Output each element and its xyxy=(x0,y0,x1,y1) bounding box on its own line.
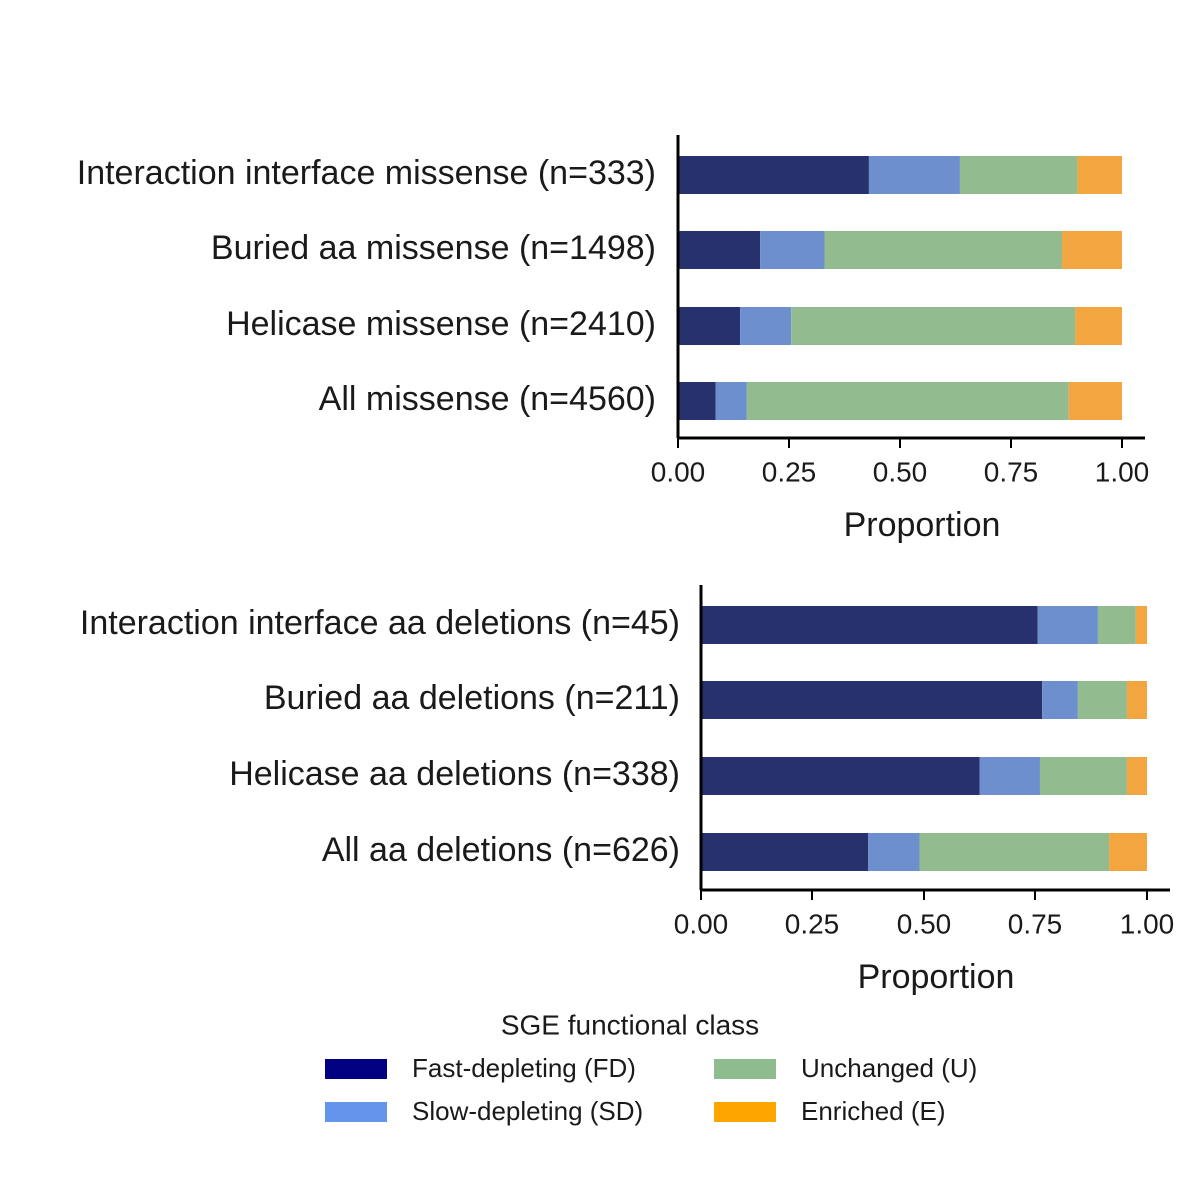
enriched-segment xyxy=(1077,156,1122,194)
legend-title: SGE functional class xyxy=(501,1009,759,1040)
category-labels: Interaction interface missense (n=333) B… xyxy=(77,154,656,418)
x-tick-label: 0.50 xyxy=(873,456,928,487)
fast-depleting-segment xyxy=(678,231,761,269)
fast-depleting-segment xyxy=(701,757,980,795)
x-tick-label: 0.00 xyxy=(674,908,729,939)
fast-depleting-segment xyxy=(678,382,716,420)
x-tick-label: 0.25 xyxy=(762,456,817,487)
legend-label: Slow-depleting (SD) xyxy=(412,1096,643,1126)
x-tick-label: 0.75 xyxy=(984,456,1039,487)
category-label: Interaction interface aa deletions (n=45… xyxy=(80,604,680,642)
legend-item-fast-depleting: Fast-depleting (FD) xyxy=(325,1053,636,1083)
category-label: Buried aa missense (n=1498) xyxy=(211,229,656,267)
missense-panel: Interaction interface missense (n=333) B… xyxy=(77,135,1150,544)
category-labels: Interaction interface aa deletions (n=45… xyxy=(80,604,680,869)
enriched-segment xyxy=(1068,382,1122,420)
x-axis-title: Proportion xyxy=(844,506,1001,544)
x-tick-label: 0.25 xyxy=(785,908,840,939)
x-axis-ticks xyxy=(677,438,1123,448)
unchanged-segment xyxy=(1077,681,1127,719)
enriched-segment xyxy=(1126,681,1147,719)
fast-depleting-segment xyxy=(678,307,741,345)
legend-item-slow-depleting: Slow-depleting (SD) xyxy=(325,1096,643,1126)
enriched-segment xyxy=(1075,307,1122,345)
enriched-segment xyxy=(1126,757,1147,795)
unchanged-segment xyxy=(791,307,1076,345)
category-label: Buried aa deletions (n=211) xyxy=(264,679,680,717)
legend-swatch xyxy=(714,1059,776,1079)
x-axis-title: Proportion xyxy=(858,958,1015,996)
unchanged-segment xyxy=(959,156,1078,194)
fast-depleting-segment xyxy=(701,606,1038,644)
bars xyxy=(701,606,1147,871)
legend: SGE functional class Fast-depleting (FD)… xyxy=(325,1009,977,1126)
category-label: All missense (n=4560) xyxy=(319,380,656,418)
x-tick-label: 1.00 xyxy=(1120,908,1175,939)
enriched-segment xyxy=(1135,606,1147,644)
x-tick-labels: 0.00 0.25 0.50 0.75 1.00 xyxy=(651,456,1150,487)
legend-label: Enriched (E) xyxy=(801,1096,946,1126)
unchanged-segment xyxy=(1097,606,1136,644)
category-label: Helicase missense (n=2410) xyxy=(226,305,656,343)
bars xyxy=(678,156,1122,420)
unchanged-segment xyxy=(824,231,1063,269)
x-tick-label: 0.75 xyxy=(1008,908,1063,939)
legend-swatch xyxy=(325,1059,387,1079)
slow-depleting-segment xyxy=(715,382,747,420)
enriched-segment xyxy=(1062,231,1122,269)
x-tick-label: 0.50 xyxy=(897,908,952,939)
x-tick-label: 0.00 xyxy=(651,456,706,487)
fast-depleting-segment xyxy=(701,833,869,871)
slow-depleting-segment xyxy=(979,757,1040,795)
legend-label: Unchanged (U) xyxy=(801,1053,977,1083)
fast-depleting-segment xyxy=(678,156,869,194)
legend-item-enriched: Enriched (E) xyxy=(714,1096,946,1126)
unchanged-segment xyxy=(746,382,1069,420)
x-tick-label: 1.00 xyxy=(1095,456,1150,487)
slow-depleting-segment xyxy=(868,156,960,194)
category-label: Interaction interface missense (n=333) xyxy=(77,154,656,192)
unchanged-segment xyxy=(1039,757,1127,795)
slow-depleting-segment xyxy=(760,231,825,269)
fast-depleting-segment xyxy=(701,681,1043,719)
legend-label: Fast-depleting (FD) xyxy=(412,1053,636,1083)
legend-item-unchanged: Unchanged (U) xyxy=(714,1053,977,1083)
slow-depleting-segment xyxy=(740,307,792,345)
slow-depleting-segment xyxy=(1037,606,1098,644)
legend-swatch xyxy=(714,1102,776,1122)
deletions-panel: Interaction interface aa deletions (n=45… xyxy=(80,585,1174,996)
x-tick-labels: 0.00 0.25 0.50 0.75 1.00 xyxy=(674,908,1175,939)
x-axis-ticks xyxy=(700,890,1148,900)
slow-depleting-segment xyxy=(868,833,920,871)
enriched-segment xyxy=(1109,833,1147,871)
unchanged-segment xyxy=(919,833,1110,871)
slow-depleting-segment xyxy=(1042,681,1078,719)
legend-swatch xyxy=(325,1102,387,1122)
category-label: Helicase aa deletions (n=338) xyxy=(229,755,680,793)
category-label: All aa deletions (n=626) xyxy=(322,831,680,869)
